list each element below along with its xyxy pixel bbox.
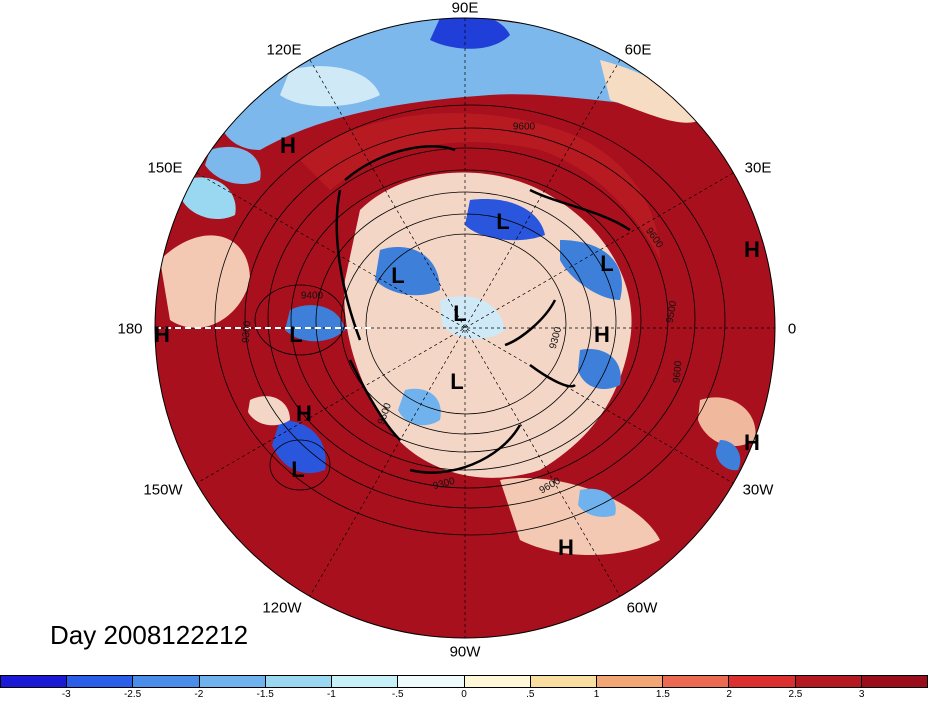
contour-label: 9400: [300, 290, 324, 302]
lon-label-30e: 30E: [744, 159, 772, 177]
low-center: L: [391, 263, 405, 288]
high-center: H: [744, 430, 760, 455]
lon-label-90e: 90E: [451, 0, 479, 17]
low-center: L: [453, 301, 467, 326]
colorbar-tick-label: 2.5: [788, 689, 803, 700]
anomaly-field: [155, 18, 775, 638]
colorbar-tick-label: -2: [194, 689, 204, 700]
lon-label-120e: 120E: [266, 41, 302, 59]
colorbar-swatch: [861, 676, 928, 687]
colorbar-swatch: [663, 676, 730, 687]
colorbar-swatch: [133, 676, 200, 687]
jet-contours: [335, 145, 631, 474]
low-center: L: [291, 457, 305, 482]
high-center: H: [594, 322, 610, 347]
high-center: H: [296, 401, 312, 426]
colorbar-swatch: [199, 676, 266, 687]
low-center: L: [496, 209, 510, 234]
colorbar-swatch: [332, 676, 399, 687]
contour-label: 9600: [671, 360, 685, 384]
lon-label-60w: 60W: [626, 599, 658, 617]
colorbar-tick-label: 2: [726, 689, 732, 700]
high-center: H: [744, 237, 760, 262]
plot-title: Day 2008122212: [50, 620, 249, 650]
colorbar-swatch: [464, 676, 531, 687]
colorbar-swatch: [67, 676, 134, 687]
lon-label-30w: 30W: [742, 481, 774, 499]
contour-label: 9600: [512, 121, 536, 133]
lon-label-180: 180: [117, 320, 143, 338]
lon-label-120w: 120W: [262, 599, 302, 617]
colorbar-swatch: [530, 676, 597, 687]
high-center: H: [154, 322, 170, 347]
low-center: L: [289, 322, 303, 347]
colorbar-tick-label: -3: [61, 689, 71, 700]
contour-label: 9300: [240, 320, 254, 344]
lon-label-90w: 90W: [449, 643, 481, 661]
colorbar-tick-label: -.5: [391, 689, 404, 700]
low-center: L: [450, 369, 464, 394]
colorbar-tick-label: 1: [593, 689, 600, 700]
height-contours: [214, 104, 726, 536]
colorbar-tick-label: .5: [526, 689, 535, 700]
colorbar-tick-label: -1: [326, 689, 336, 700]
colorbar-tick-label: 3: [858, 689, 865, 700]
lon-label-0: 0: [787, 320, 797, 338]
colorbar: [0, 675, 928, 688]
colorbar-tick-label: 0: [461, 689, 467, 700]
colorbar-swatch: [729, 676, 796, 687]
high-center: H: [558, 535, 574, 560]
colorbar-tick-label: -2.5: [123, 689, 142, 700]
colorbar-swatch: [1, 676, 68, 687]
colorbar-swatch: [265, 676, 333, 687]
map-border: [154, 17, 776, 639]
lon-label-150e: 150E: [147, 159, 183, 177]
colorbar-swatch: [596, 676, 664, 687]
high-center: H: [280, 133, 296, 158]
colorbar-swatch: [398, 676, 465, 687]
lon-label-150w: 150W: [143, 481, 183, 499]
colorbar-tick-label: 1.5: [655, 689, 670, 700]
low-center: L: [600, 251, 614, 276]
colorbar-tick-label: -1.5: [256, 689, 274, 700]
lon-label-60e: 60E: [624, 41, 652, 59]
colorbar-swatch: [795, 676, 862, 687]
